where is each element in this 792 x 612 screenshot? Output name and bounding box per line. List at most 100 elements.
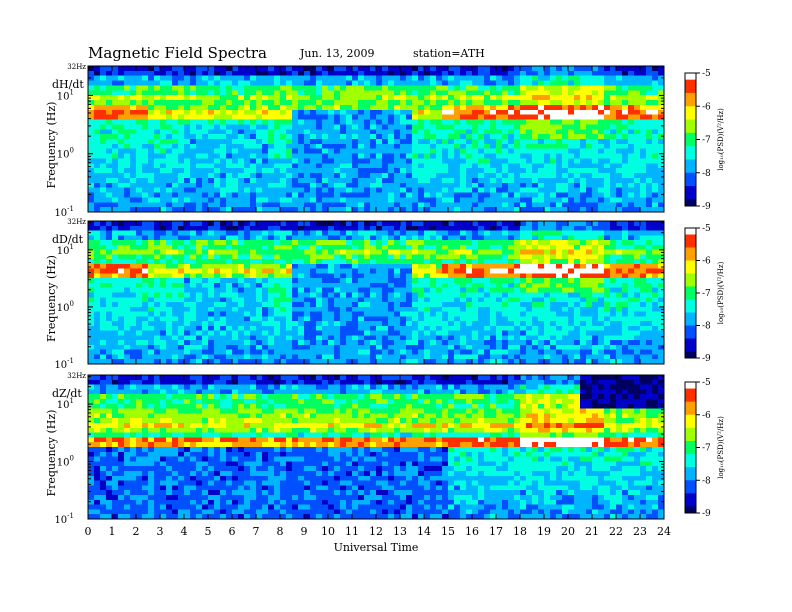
heatmap-cell [220,197,227,203]
heatmap-cell [268,282,275,289]
heatmap-cell [430,182,437,189]
heatmap-cell [238,85,245,91]
heatmap-cell [430,297,437,303]
heatmap-cell [460,95,467,101]
heatmap-cell [346,306,353,313]
heatmap-cell [316,302,323,308]
heatmap-cell [472,202,479,208]
heatmap-cell [184,325,191,332]
heatmap-cell [250,354,257,360]
heatmap-cell [346,359,353,365]
heatmap-cell [178,182,185,189]
heatmap-cell [220,173,227,179]
heatmap-cell [100,109,107,116]
heatmap-cell [358,240,365,246]
heatmap-cell [334,340,341,346]
heatmap-cell [106,114,113,121]
heatmap-cell [130,85,137,91]
heatmap-cell [454,249,461,255]
heatmap-cell [454,311,461,317]
heatmap-cell [160,263,167,270]
heatmap-cell [118,230,125,236]
heatmap-cell [388,119,395,125]
heatmap-cell [340,202,347,208]
heatmap-cell [472,100,479,106]
heatmap-cell [268,359,275,365]
heatmap-cell [370,139,377,145]
heatmap-cell [298,330,305,336]
heatmap-cell [550,70,557,77]
heatmap-cell [214,282,221,289]
heatmap-cell [442,182,449,189]
heatmap-cell [88,114,95,121]
heatmap-cell [358,95,365,101]
heatmap-cell [322,163,329,169]
heatmap-cell [274,335,281,341]
heatmap-cell [538,192,545,198]
heatmap-cell [382,187,389,194]
heatmap-cell [400,202,407,208]
heatmap-cell [268,187,275,194]
heatmap-cell [232,235,239,241]
heatmap-cell [436,273,443,279]
heatmap-cell [304,114,311,121]
heatmap-cell [136,221,143,227]
heatmap-cell [346,95,353,101]
heatmap-cell [160,80,167,87]
heatmap-cell [610,177,617,184]
heatmap-cell [196,177,203,184]
heatmap-cell [118,75,125,82]
heatmap-cell [418,202,425,208]
heatmap-cell [274,95,281,101]
heatmap-cell [238,297,245,303]
heatmap-cell [130,311,137,317]
heatmap-cell [352,230,359,236]
heatmap-cell [208,259,215,265]
heatmap-cell [352,100,359,106]
heatmap-cell [328,202,335,208]
heatmap-cell [340,143,347,150]
heatmap-cell [544,173,551,179]
heatmap-cell [292,75,299,82]
heatmap-cell [196,192,203,198]
heatmap-cell [208,153,215,160]
heatmap-cell [226,80,233,87]
heatmap-cell [412,104,419,111]
heatmap-cell [178,330,185,336]
heatmap-cell [574,134,581,140]
heatmap-cell [232,192,239,198]
heatmap-cell [424,273,431,279]
heatmap-cell [364,182,371,189]
heatmap-cell [412,75,419,82]
heatmap-cell [100,282,107,289]
heatmap-cell [136,359,143,365]
heatmap-cell [646,66,653,72]
heatmap-cell [256,325,263,332]
heatmap-cell [130,259,137,265]
heatmap-cell [118,335,125,341]
heatmap-cell [262,90,269,96]
heatmap-cell [580,177,587,184]
heatmap-cell [154,163,161,169]
heatmap-cell [184,173,191,179]
colorbar-swatch [685,73,696,77]
heatmap-cell [88,124,95,130]
heatmap-cell [154,244,161,251]
heatmap-cell [454,268,461,275]
heatmap-cell [304,330,311,336]
heatmap-cell [394,173,401,179]
heatmap-cell [382,292,389,298]
heatmap-cell [88,173,95,179]
heatmap-cell [106,163,113,169]
heatmap-cell [112,114,119,121]
heatmap-cell [262,244,269,251]
heatmap-cell [616,134,623,140]
heatmap-cell [646,90,653,96]
heatmap-cell [340,70,347,77]
heatmap-cell [364,359,371,365]
heatmap-cell [244,119,251,125]
heatmap-cell [556,119,563,125]
heatmap-cell [394,104,401,111]
heatmap-cell [652,168,659,174]
heatmap-cell [436,311,443,317]
